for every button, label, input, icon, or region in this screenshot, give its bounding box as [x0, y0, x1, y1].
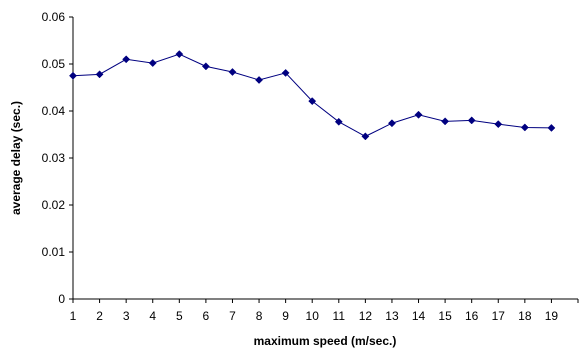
data-point [520, 123, 529, 132]
x-tick-label: 6 [203, 309, 210, 323]
data-point [148, 59, 157, 68]
x-tick-label: 2 [96, 309, 103, 323]
x-tick-label: 10 [306, 309, 320, 323]
data-point [201, 62, 210, 71]
data-point [414, 110, 423, 119]
y-tick-label: 0.03 [42, 151, 66, 165]
x-axis-title: maximum speed (m/sec.) [254, 334, 397, 348]
x-tick-label: 7 [229, 309, 236, 323]
data-point [122, 55, 131, 64]
x-tick-label: 15 [438, 309, 452, 323]
data-point [281, 68, 290, 77]
data-point [387, 119, 396, 128]
y-tick-label: 0.02 [42, 198, 66, 212]
x-tick-label: 14 [412, 309, 426, 323]
x-tick-label: 5 [176, 309, 183, 323]
y-tick-label: 0 [58, 292, 65, 306]
series-layer [69, 50, 556, 141]
data-point [255, 76, 264, 84]
x-tick-label: 3 [123, 309, 130, 323]
y-tick-label: 0.04 [42, 104, 66, 118]
x-tick-label: 16 [465, 309, 479, 323]
x-tick-label: 19 [545, 309, 559, 323]
y-tick-label: 0.01 [42, 245, 66, 259]
data-point [441, 117, 450, 126]
y-axis: 0 0.01 0.02 0.03 0.04 0.05 0.06 [42, 10, 74, 306]
x-tick-label: 4 [149, 309, 156, 323]
y-tick-label: 0.05 [42, 57, 66, 71]
data-point [334, 117, 343, 126]
y-axis-title: average delay (sec.) [9, 101, 23, 215]
x-tick-label: 12 [359, 309, 373, 323]
data-point [547, 123, 556, 132]
data-point [69, 71, 77, 80]
x-tick-label: 18 [518, 309, 532, 323]
data-point [95, 70, 104, 79]
data-point [361, 132, 370, 141]
data-point [308, 97, 317, 106]
data-point [175, 50, 184, 59]
x-tick-label: 8 [256, 309, 263, 323]
x-tick-label: 11 [333, 309, 346, 323]
data-point [494, 120, 503, 129]
data-point [467, 116, 476, 125]
x-tick-label: 1 [70, 309, 77, 323]
x-tick-label: 13 [385, 309, 399, 323]
data-point [228, 68, 237, 76]
x-tick-label: 9 [282, 309, 289, 323]
series-line [72, 53, 552, 137]
x-tick-label: 17 [492, 309, 506, 323]
x-axis: 1 2 3 4 5 6 7 8 9 10 11 12 13 14 15 16 17 18 19 [70, 298, 579, 323]
y-tick-label: 0.06 [42, 10, 66, 24]
